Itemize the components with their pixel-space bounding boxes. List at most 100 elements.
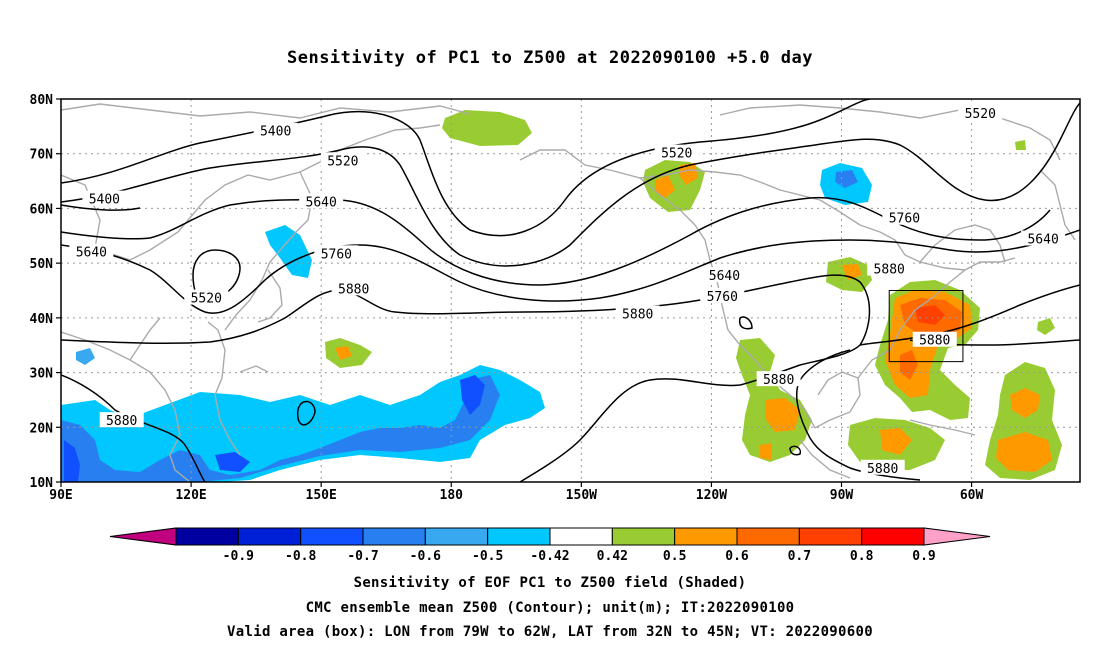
contour-label: 5760 (321, 247, 352, 262)
negative-area-canada-core (835, 170, 858, 188)
colorbar-segment (674, 527, 738, 546)
colorbar-high-triangle (923, 527, 991, 546)
contour-5880 (61, 274, 871, 482)
lat-label: 60N (30, 202, 54, 217)
contour-5400-b (61, 204, 141, 211)
contour-5880-c (859, 284, 1080, 346)
contour-small-1 (738, 316, 753, 330)
contour-label: 5640 (306, 195, 337, 210)
contour-label-bg (331, 280, 376, 296)
lon-label: 90E (49, 488, 72, 503)
contour-label-bg (69, 243, 114, 259)
plot-frame (60, 98, 1081, 483)
contour-label: 5880 (874, 263, 905, 278)
negative-area-dark (64, 440, 80, 482)
colorbar-label: 0.6 (725, 549, 749, 564)
contour-5400 (61, 99, 871, 237)
positive-area-alaska-orange (655, 175, 675, 198)
colorbar-segment (611, 527, 676, 546)
colorbar: -0.9 -0.8 -0.7 -0.6 -0.5 -0.42 0.42 0.5 0.6 0.7 0.… (109, 527, 991, 564)
positive-area-atlantic-east-orange2 (996, 432, 1052, 472)
contour-label-bg (320, 152, 365, 168)
colorbar-label: 0.8 (850, 549, 874, 564)
colorbar-segment (736, 527, 800, 546)
contour-label: 5640 (76, 246, 107, 261)
colorbar-segment (362, 527, 426, 546)
positive-area-canada-east (1015, 140, 1026, 150)
colorbar-segment (549, 527, 613, 546)
contour-5520-closed (192, 249, 241, 301)
contour-label: 5520 (191, 292, 222, 307)
negative-area-japan (265, 225, 312, 278)
contour-label-bg (82, 190, 127, 206)
positive-area-arctic (442, 110, 532, 146)
contour-label: 5400 (260, 125, 291, 140)
latitude-labels: 80N 70N 60N 50N 40N 30N 20N 10N (30, 93, 61, 491)
contour-label: 5640 (1027, 233, 1058, 248)
caption-line3: Valid area (box): LON from 79W to 62W, L… (227, 624, 873, 640)
lon-label: 180 (440, 488, 464, 503)
colorbar-label: -0.7 (347, 549, 378, 564)
lat-label: 70N (30, 148, 54, 163)
contour-label-bg (700, 287, 745, 303)
contour-label-bg (615, 305, 660, 321)
colorbar-label: -0.6 (410, 549, 441, 564)
contour-label-bg (702, 267, 747, 283)
lon-label: 120W (696, 488, 727, 503)
positive-area-pacific-orange (335, 346, 352, 360)
lat-label: 50N (30, 257, 54, 272)
colorbar-segment (424, 527, 489, 546)
contour-label: 5760 (889, 212, 920, 227)
positive-area-west-atlantic-core (915, 305, 945, 325)
coastlines (61, 103, 1076, 482)
contour-5760 (61, 229, 1080, 314)
graticule (61, 99, 1080, 482)
colorbar-label: -0.8 (285, 549, 316, 564)
lon-label: 150E (306, 488, 337, 503)
contour-label-bg (958, 105, 1003, 121)
lon-label: 150W (566, 488, 597, 503)
colorbar-label: 0.9 (912, 549, 935, 564)
contour-5640 (61, 196, 1051, 286)
contour-label: 5880 (338, 282, 369, 297)
positive-area-small-atlantic (1037, 318, 1055, 335)
contour-label: 5400 (89, 193, 120, 208)
contour-label: 5760 (707, 290, 738, 305)
negative-area-dark3 (215, 452, 250, 472)
colorbar-segment (861, 527, 925, 546)
colorbar-segment (798, 527, 863, 546)
contour-label-bg (253, 122, 298, 138)
colorbar-label: -0.9 (223, 549, 254, 564)
page-title: Sensitivity of PC1 to Z500 at 2022090100… (286, 48, 813, 68)
contour-labels: 5400 5400 5520 5520 5520 5520 5640 5640 5640 5640… (69, 105, 1066, 477)
colorbar-low-triangle (109, 527, 177, 546)
contour-label: 5880 (622, 307, 653, 322)
lat-label: 40N (30, 312, 54, 327)
lon-label: 120E (175, 488, 206, 503)
longitude-labels: 90E 120E 150E 180 150W 120W 90W 60W (49, 482, 984, 503)
negative-area-dark2 (460, 375, 485, 415)
lat-label: 80N (30, 93, 54, 108)
contour-label: 5520 (327, 154, 358, 169)
contour-small-3 (789, 445, 802, 456)
colorbar-segment (175, 527, 239, 546)
contour-label-bg (314, 245, 359, 261)
colorbar-segment (300, 527, 364, 546)
contour-label: 5520 (661, 147, 692, 162)
caption-line1: Sensitivity of EOF PC1 to Z500 field (Sh… (353, 575, 747, 591)
contour-label: 5880 (763, 373, 794, 388)
colorbar-segment (237, 527, 302, 546)
caption-line2: CMC ensemble mean Z500 (Contour); unit(m… (305, 600, 795, 616)
contour-label: 5520 (965, 107, 996, 122)
contour-small-2 (296, 400, 316, 426)
colorbar-label: 0.42 (597, 549, 628, 564)
colorbar-label: 0.5 (663, 549, 686, 564)
contour-label-bg (860, 459, 905, 475)
contour-label-bg (882, 209, 927, 225)
contour-label: 5880 (919, 334, 950, 349)
contour-label-bg (99, 412, 144, 428)
positive-area-mexico-orange2 (760, 443, 772, 460)
colorbar-label: -0.5 (472, 549, 503, 564)
positive-area-atlantic-east-orange (1010, 388, 1040, 418)
